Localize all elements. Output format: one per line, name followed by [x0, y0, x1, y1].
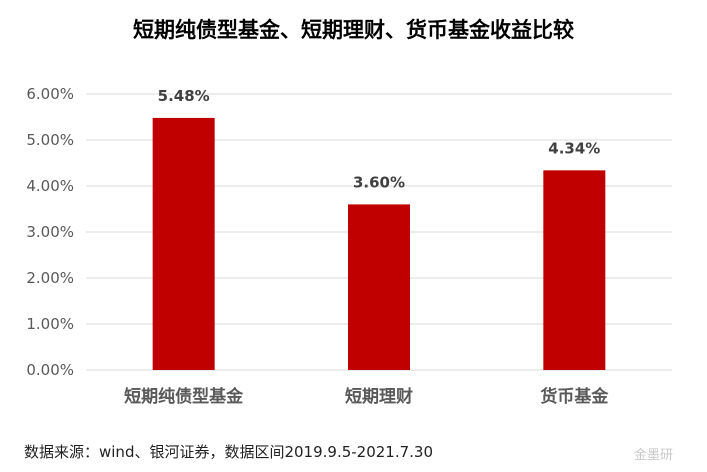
watermark: 金墨研 — [634, 448, 674, 463]
y-tick-label: 2.00% — [26, 269, 74, 287]
bar — [543, 170, 606, 370]
y-tick-label: 0.00% — [26, 361, 74, 379]
bar — [152, 117, 215, 370]
x-tick-label: 短期纯债型基金 — [124, 386, 244, 407]
data-label: 3.60% — [353, 173, 405, 191]
x-tick-label: 短期理财 — [345, 386, 413, 407]
chart-title: 短期纯债型基金、短期理财、货币基金收益比较 — [133, 18, 574, 42]
y-tick-label: 6.00% — [26, 85, 74, 103]
y-tick-label: 5.00% — [26, 131, 74, 149]
y-tick-label: 3.00% — [26, 223, 74, 241]
data-label: 4.34% — [548, 139, 600, 157]
y-tick-label: 1.00% — [26, 315, 74, 333]
source-note: 数据来源：wind、银河证券，数据区间2019.9.5-2021.7.30 — [24, 443, 434, 461]
y-tick-label: 4.00% — [26, 177, 74, 195]
x-tick-label: 货币基金 — [540, 386, 609, 407]
bar — [348, 204, 410, 370]
data-label: 5.48% — [158, 87, 210, 105]
